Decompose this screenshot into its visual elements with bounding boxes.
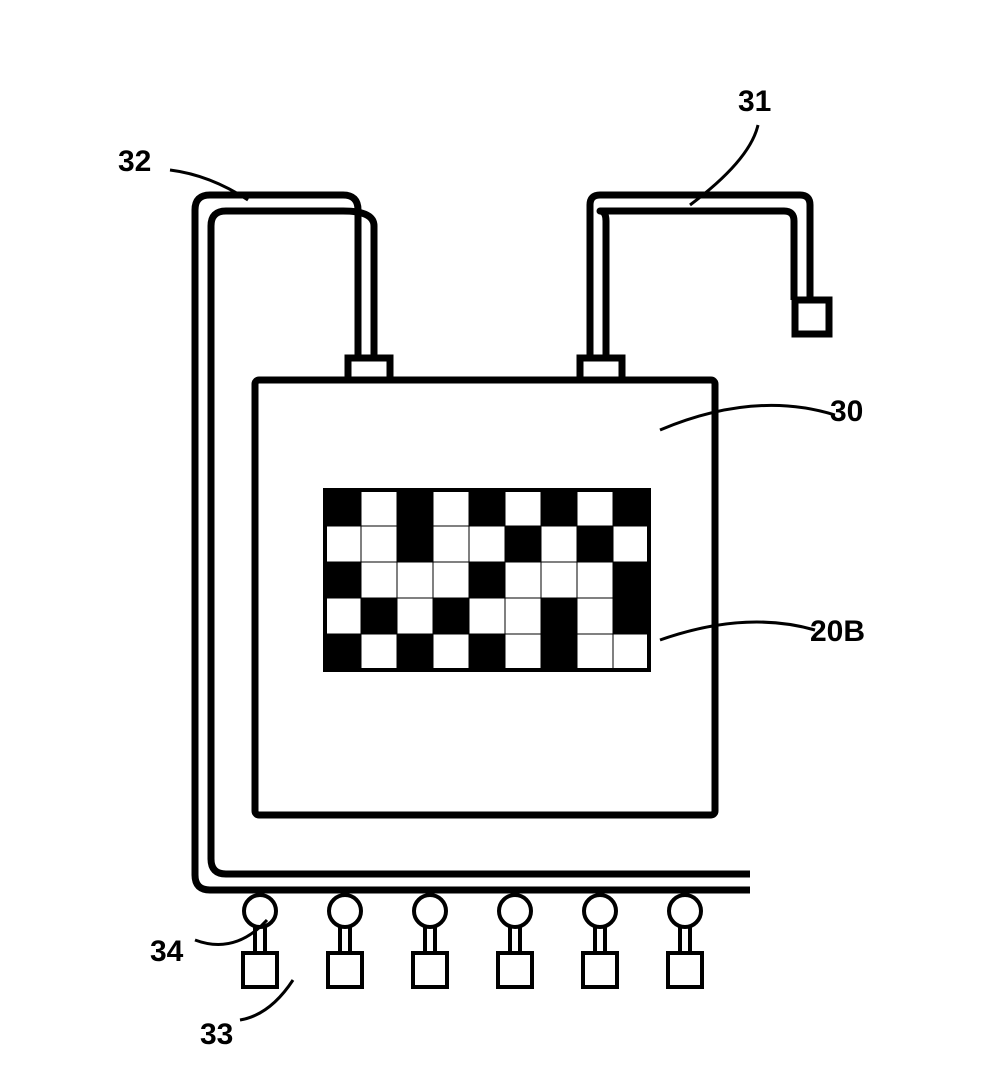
label-34: 34 bbox=[150, 935, 183, 969]
label-33: 33 bbox=[200, 1018, 233, 1052]
label-30: 30 bbox=[830, 395, 863, 429]
label-32: 32 bbox=[118, 145, 151, 179]
label-20b: 20B bbox=[810, 615, 865, 649]
label-31: 31 bbox=[738, 85, 771, 119]
